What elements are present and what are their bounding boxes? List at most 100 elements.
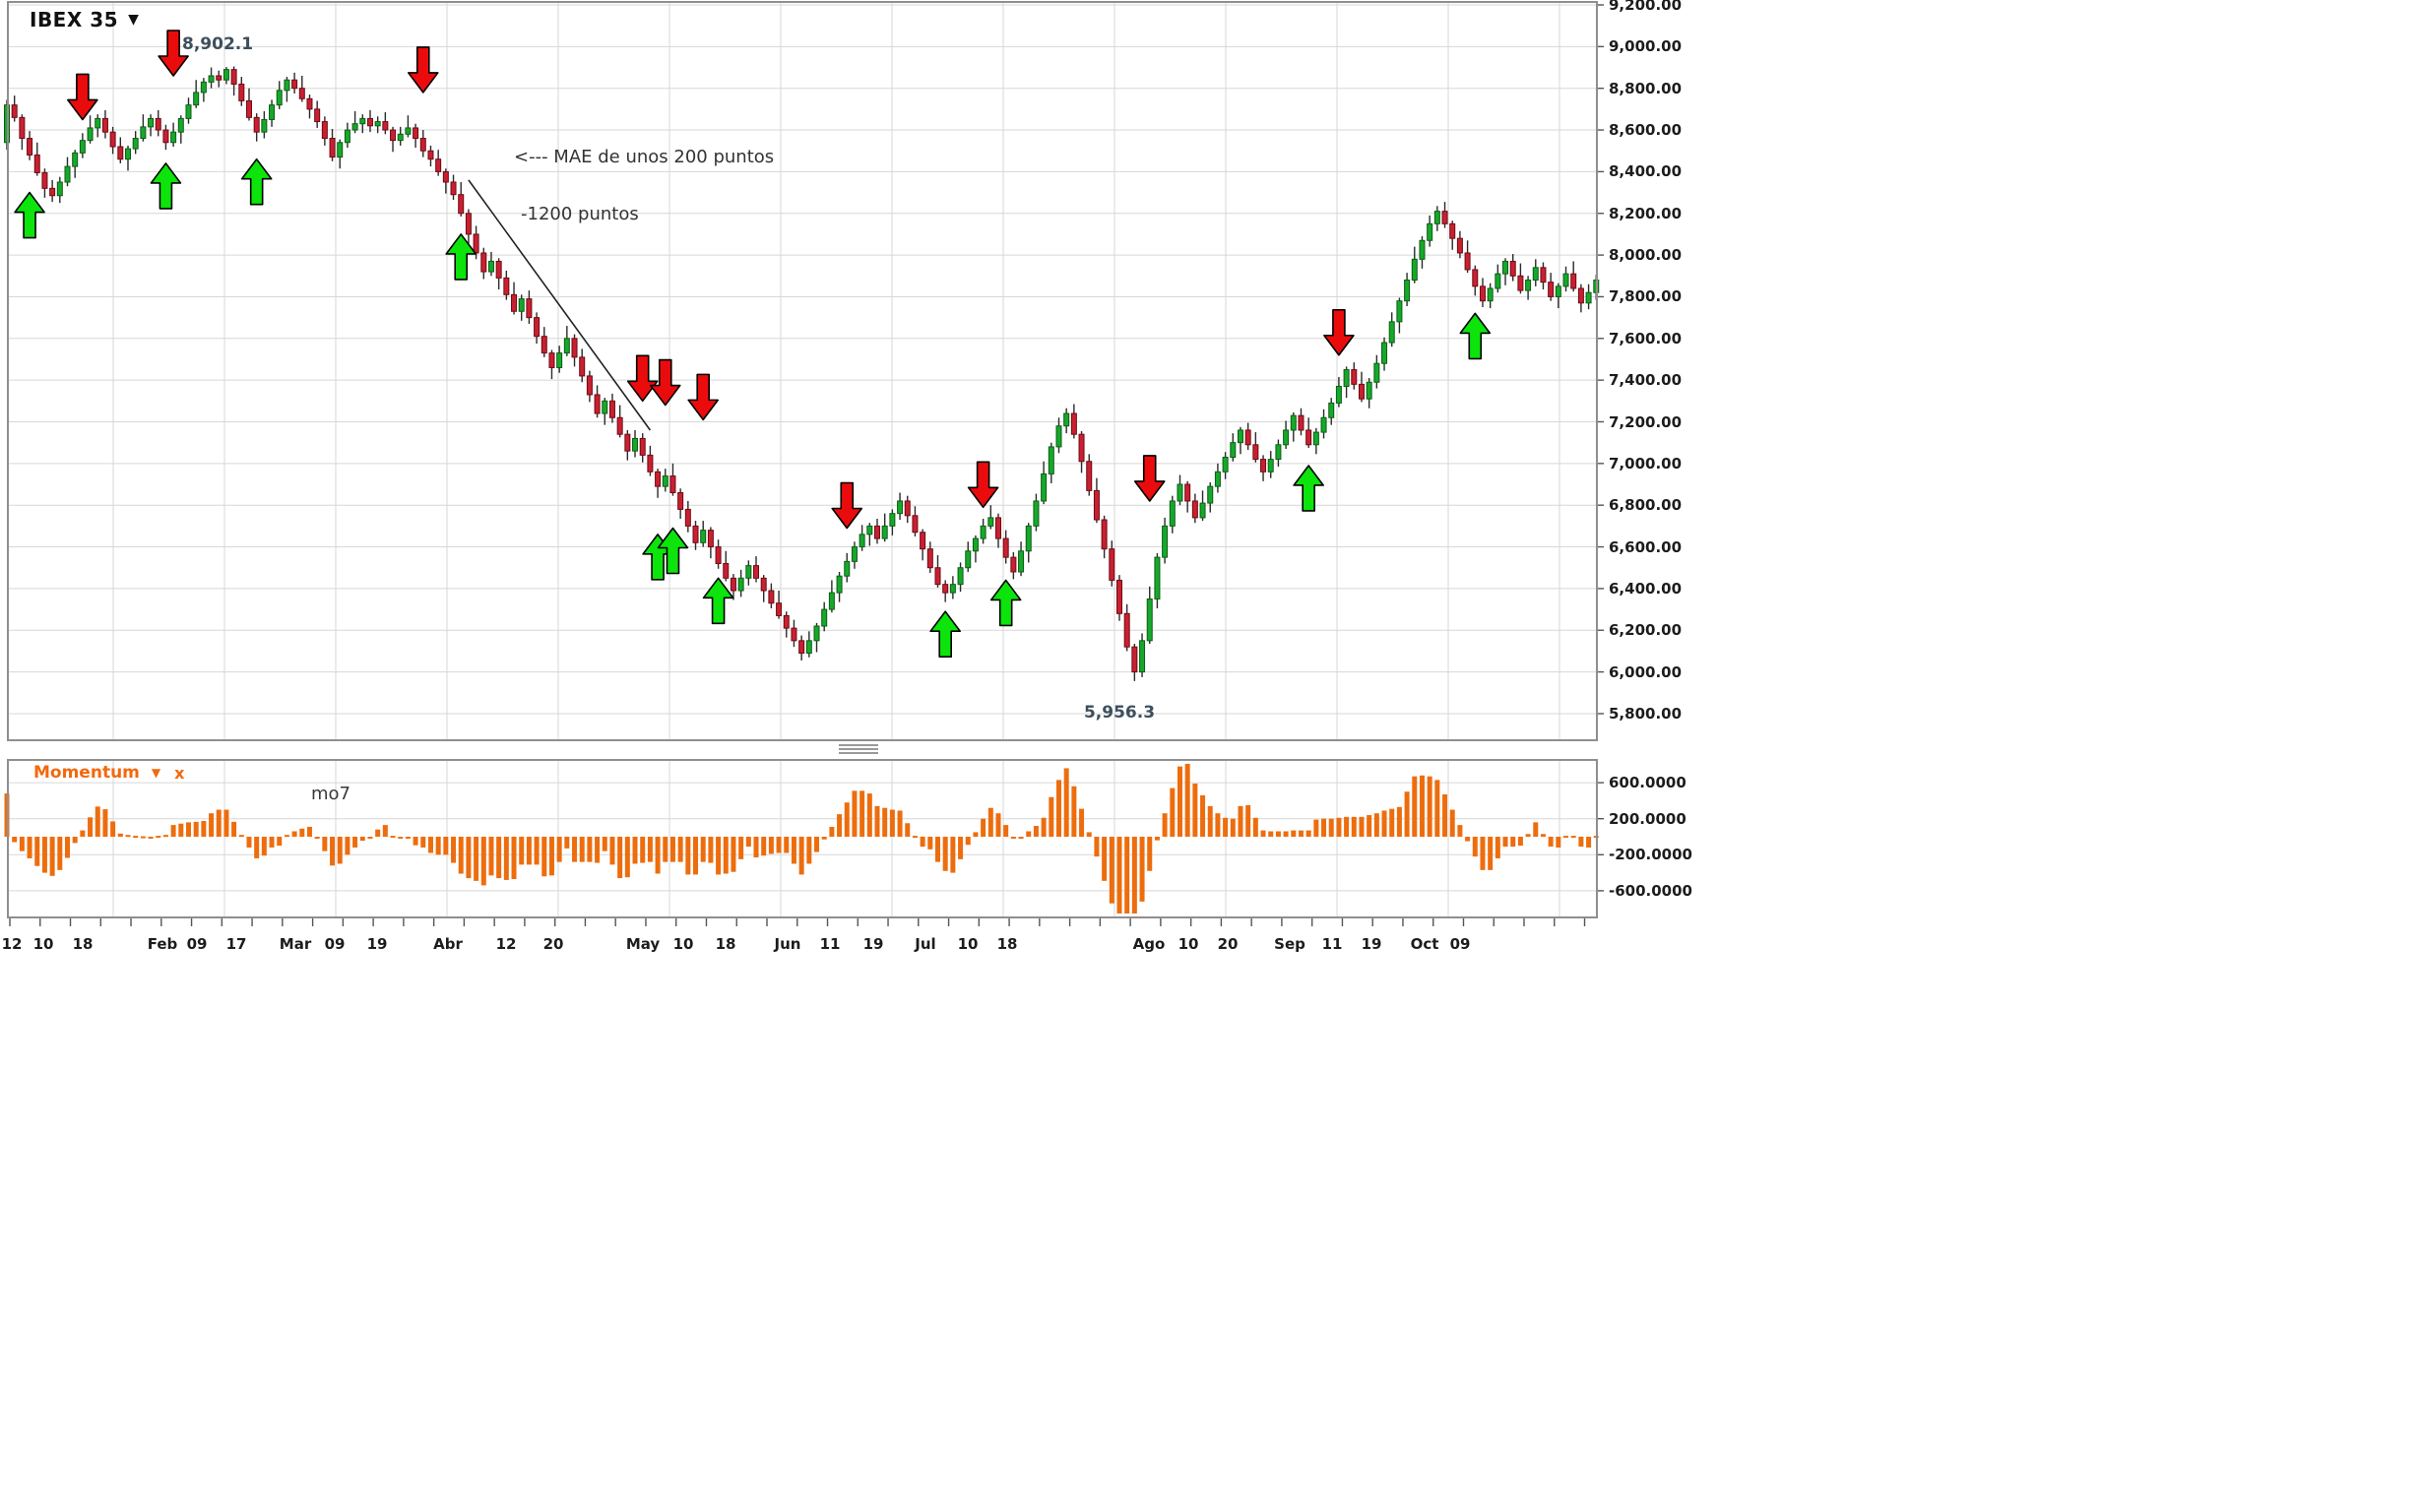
momentum-bar [1033,826,1039,837]
momentum-bar [1472,837,1478,857]
momentum-bar [1215,813,1221,837]
candle-body [49,187,56,197]
candle-body [185,104,192,119]
momentum-bar [866,793,872,837]
chevron-down-icon[interactable]: ▼ [151,766,161,780]
date-axis-label: Ago [1132,935,1166,953]
momentum-bar [125,835,131,838]
momentum-bar [480,837,486,886]
momentum-bar [102,809,108,837]
candle-body [534,317,541,338]
momentum-bar [216,809,222,837]
candle-body [216,75,223,81]
candle-body [768,590,775,604]
momentum-bar [1404,791,1410,837]
momentum-bar [1026,831,1032,837]
candle-body [253,116,260,133]
momentum-bar [798,837,804,875]
candle-body [473,233,479,254]
momentum-bar [1298,830,1304,837]
candle-body [669,475,676,493]
candle-body [1010,556,1017,573]
candle-body [19,116,26,140]
candle-body [208,75,215,83]
trendline[interactable] [468,179,652,431]
momentum-bar [716,837,722,875]
points-annotation: -1200 puntos [521,204,639,224]
candle-body [1199,502,1206,519]
candle-body [427,150,434,160]
mae-annotation: <--- MAE de unos 200 puntos [514,147,775,167]
momentum-bar [1283,831,1289,837]
date-axis-label: Feb [147,935,178,953]
momentum-bar [390,836,396,839]
date-axis-label: 19 [862,935,884,953]
sell-arrow [67,73,98,121]
price-axis-label: 6,800.00 [1609,496,1683,515]
momentum-bar [398,837,404,839]
candle-body [1033,500,1040,527]
date-axis-label: 10 [957,935,979,953]
momentum-bar [1495,837,1500,858]
momentum-panel-frame [7,759,1598,918]
candle-body [1472,269,1479,287]
momentum-bar [1367,815,1372,837]
candle-body [1025,525,1032,552]
candle-body [33,154,40,173]
date-axis-label: 12 [495,935,517,953]
momentum-bar [1419,775,1425,837]
candle-body [109,131,116,148]
panel-splitter-handle[interactable] [839,744,878,756]
candle-body [374,121,381,127]
candle-body [413,127,419,140]
candle-body [1320,416,1327,433]
close-indicator-icon[interactable]: x [174,763,185,783]
candle-body [1162,525,1169,558]
candle-body [1267,459,1274,472]
momentum-bar [1313,819,1319,837]
momentum-bar [1427,776,1432,837]
momentum-bar [859,790,865,837]
momentum-bar [1184,764,1190,837]
momentum-bar [1396,806,1402,837]
candle-body [1433,211,1440,224]
candle-body [624,433,631,452]
candle-body [934,567,941,586]
candle-body [276,90,283,106]
momentum-bar [1359,816,1365,837]
momentum-bar [519,837,525,865]
momentum-bar [496,837,502,879]
candle-body [791,627,797,642]
candle-body [1177,483,1183,502]
momentum-bar [1063,768,1069,837]
candle-body [162,129,169,144]
momentum-bar [49,837,55,876]
momentum-bar [882,807,888,837]
momentum-bar [451,837,457,863]
momentum-bar [1548,837,1554,848]
candle-body [1093,489,1100,521]
momentum-bar [745,837,751,848]
momentum-bar [1510,837,1516,848]
candle-body [602,400,608,414]
momentum-bar [1207,805,1213,837]
candle-body [616,416,623,435]
momentum-bar [837,814,843,837]
date-axis-label: 11 [819,935,841,953]
candle-body [639,437,646,456]
candle-body [511,293,518,312]
date-axis-label: 20 [1217,935,1239,953]
candle-body [851,546,858,562]
candle-body [64,165,71,183]
momentum-bar [511,837,517,880]
candle-body [269,104,276,120]
momentum-bar [435,837,441,855]
momentum-bar [162,835,168,838]
date-axis-label: 11 [1321,935,1343,953]
momentum-bar [156,836,161,839]
momentum-bar [889,809,895,837]
symbol-selector[interactable]: IBEX 35 ▼ [30,8,139,32]
momentum-bar [34,837,40,866]
momentum-bar [829,826,835,837]
candle-body [1275,444,1282,461]
